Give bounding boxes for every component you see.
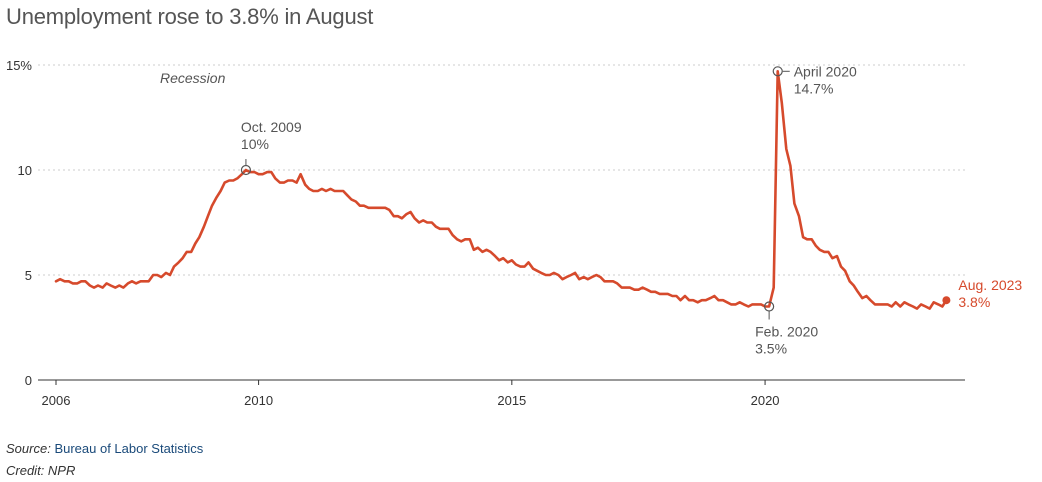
- annotation-value: 3.5%: [755, 341, 787, 357]
- y-tick-label: 0: [25, 373, 32, 388]
- x-tick-label: 2010: [244, 393, 273, 408]
- y-tick-label: 5: [25, 268, 32, 283]
- x-tick-label: 2006: [42, 393, 71, 408]
- annotation-label: Oct. 2009: [241, 119, 302, 135]
- series-line: [54, 70, 948, 310]
- annotation-value: 10%: [241, 136, 269, 152]
- source-line: Source: Bureau of Labor Statistics: [6, 441, 203, 456]
- chart-title: Unemployment rose to 3.8% in August: [6, 4, 374, 29]
- source-link[interactable]: Bureau of Labor Statistics: [54, 441, 204, 456]
- annotation-marker: [764, 301, 775, 312]
- x-tick-label: 2020: [751, 393, 780, 408]
- credit-text: Credit: NPR: [6, 463, 76, 478]
- gridlines: [38, 64, 965, 276]
- x-tick-label: 2015: [497, 393, 526, 408]
- y-axis-tick-labels: 0 5 10 15%: [6, 58, 32, 388]
- x-axis: 2006 2010 2015 2020: [38, 379, 965, 408]
- annotation-label: April 2020: [794, 63, 857, 79]
- annotation-marker: [772, 66, 783, 77]
- annotation-label: Feb. 2020: [755, 324, 818, 340]
- recession-label: Recession: [160, 70, 226, 86]
- annotation-marker: [942, 296, 951, 305]
- source-label: Source:: [6, 441, 51, 456]
- y-tick-label: 15%: [6, 58, 32, 73]
- annotation-marker: [240, 164, 252, 176]
- annotation-value: 3.8%: [958, 294, 990, 310]
- y-tick-label: 10: [18, 163, 32, 178]
- annotation-value: 14.7%: [794, 80, 834, 96]
- credit-line: Credit: NPR: [6, 463, 75, 478]
- annotation-label: Aug. 2023: [958, 277, 1022, 293]
